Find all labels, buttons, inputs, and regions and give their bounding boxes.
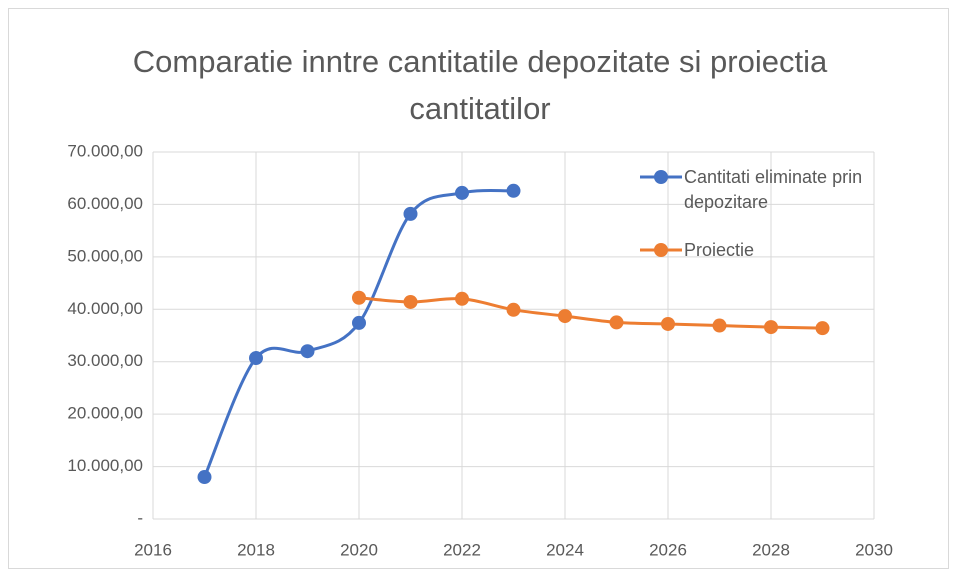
legend-marker	[654, 170, 668, 184]
data-point	[558, 309, 572, 324]
x-tick-label: 2026	[649, 540, 687, 559]
data-point	[609, 315, 624, 330]
legend-marker	[654, 243, 668, 257]
y-tick-label: 60.000,00	[67, 194, 143, 213]
data-point	[249, 351, 263, 366]
y-tick-label: 50.000,00	[67, 246, 143, 265]
data-point	[712, 318, 727, 333]
y-tick-label: 30.000,00	[67, 351, 143, 370]
x-tick-label: 2018	[237, 540, 275, 559]
data-point	[506, 302, 521, 317]
legend-label: Cantitati eliminate prin depozitare	[684, 167, 863, 212]
data-point	[197, 470, 212, 485]
y-tick-label: 40.000,00	[67, 299, 143, 318]
data-point	[403, 206, 418, 221]
data-point	[300, 344, 315, 359]
chart-border	[8, 8, 949, 569]
x-tick-label: 2024	[546, 540, 584, 559]
y-tick-label: 10.000,00	[67, 456, 143, 475]
series-line	[358, 296, 823, 330]
y-tick-label: 20.000,00	[67, 404, 143, 423]
data-point	[455, 185, 469, 200]
y-tick-label: -	[137, 508, 143, 527]
data-point	[352, 290, 366, 305]
chart-title: Comparatie inntre cantitatile depozitate…	[132, 44, 828, 126]
data-point	[403, 294, 418, 309]
x-tick-label: 2020	[340, 540, 378, 559]
x-tick-label: 2028	[752, 540, 790, 559]
data-point	[815, 321, 830, 336]
data-point	[455, 291, 469, 306]
x-tick-label: 2030	[855, 540, 893, 559]
legend-label: Proiectie	[684, 240, 755, 260]
data-point	[506, 183, 521, 198]
y-tick-label: 70.000,00	[67, 141, 143, 160]
x-tick-label: 2016	[134, 540, 172, 559]
data-point	[661, 316, 675, 331]
x-tick-label: 2022	[443, 540, 481, 559]
data-point	[352, 315, 366, 330]
data-point	[764, 320, 778, 335]
